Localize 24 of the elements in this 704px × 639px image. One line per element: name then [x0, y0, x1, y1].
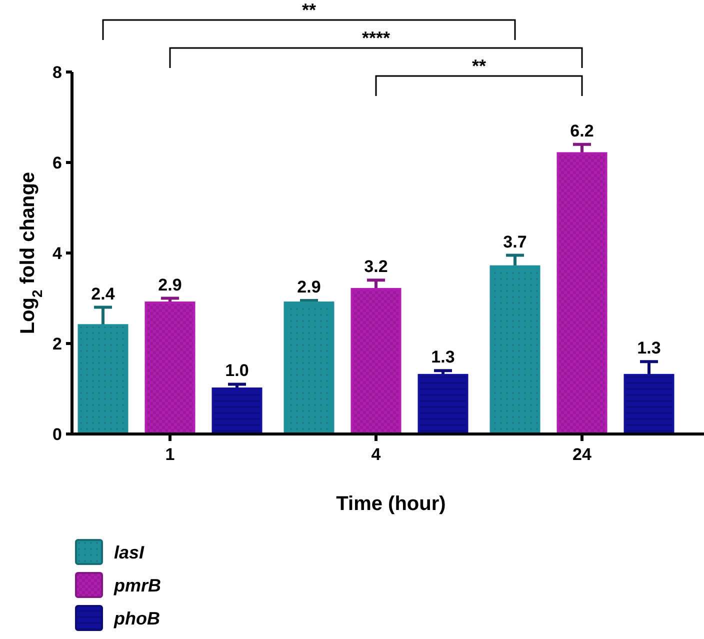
data-label: 1.0: [225, 361, 249, 380]
y-tick-label: 8: [52, 62, 62, 82]
y-tick-label: 0: [52, 424, 62, 444]
legend-label: phoB: [113, 608, 160, 628]
y-tick-label: 2: [52, 334, 62, 354]
data-label: 2.4: [91, 284, 116, 304]
data-label: 2.9: [297, 278, 321, 297]
data-label: 1.3: [637, 338, 661, 358]
x-tick-label: 4: [371, 445, 382, 464]
data-label: 6.2: [570, 121, 594, 140]
text: **: [302, 0, 316, 20]
x-tick-label: 24: [572, 445, 592, 464]
x-tick-label: 1: [165, 445, 175, 464]
legend-label: pmrB: [113, 575, 162, 596]
legend-label: lasI: [114, 542, 146, 562]
annotation: **: [472, 56, 486, 76]
y-tick-label: 4: [52, 244, 63, 263]
y-tick-label: 6: [52, 153, 62, 172]
data-label: 3.2: [364, 257, 388, 276]
text: ****: [362, 28, 390, 48]
data-label: 2.9: [158, 275, 182, 294]
x-axis-title: Time (hour): [336, 493, 446, 515]
data-label: 1.3: [431, 348, 455, 367]
data-label: 3.7: [503, 232, 527, 252]
